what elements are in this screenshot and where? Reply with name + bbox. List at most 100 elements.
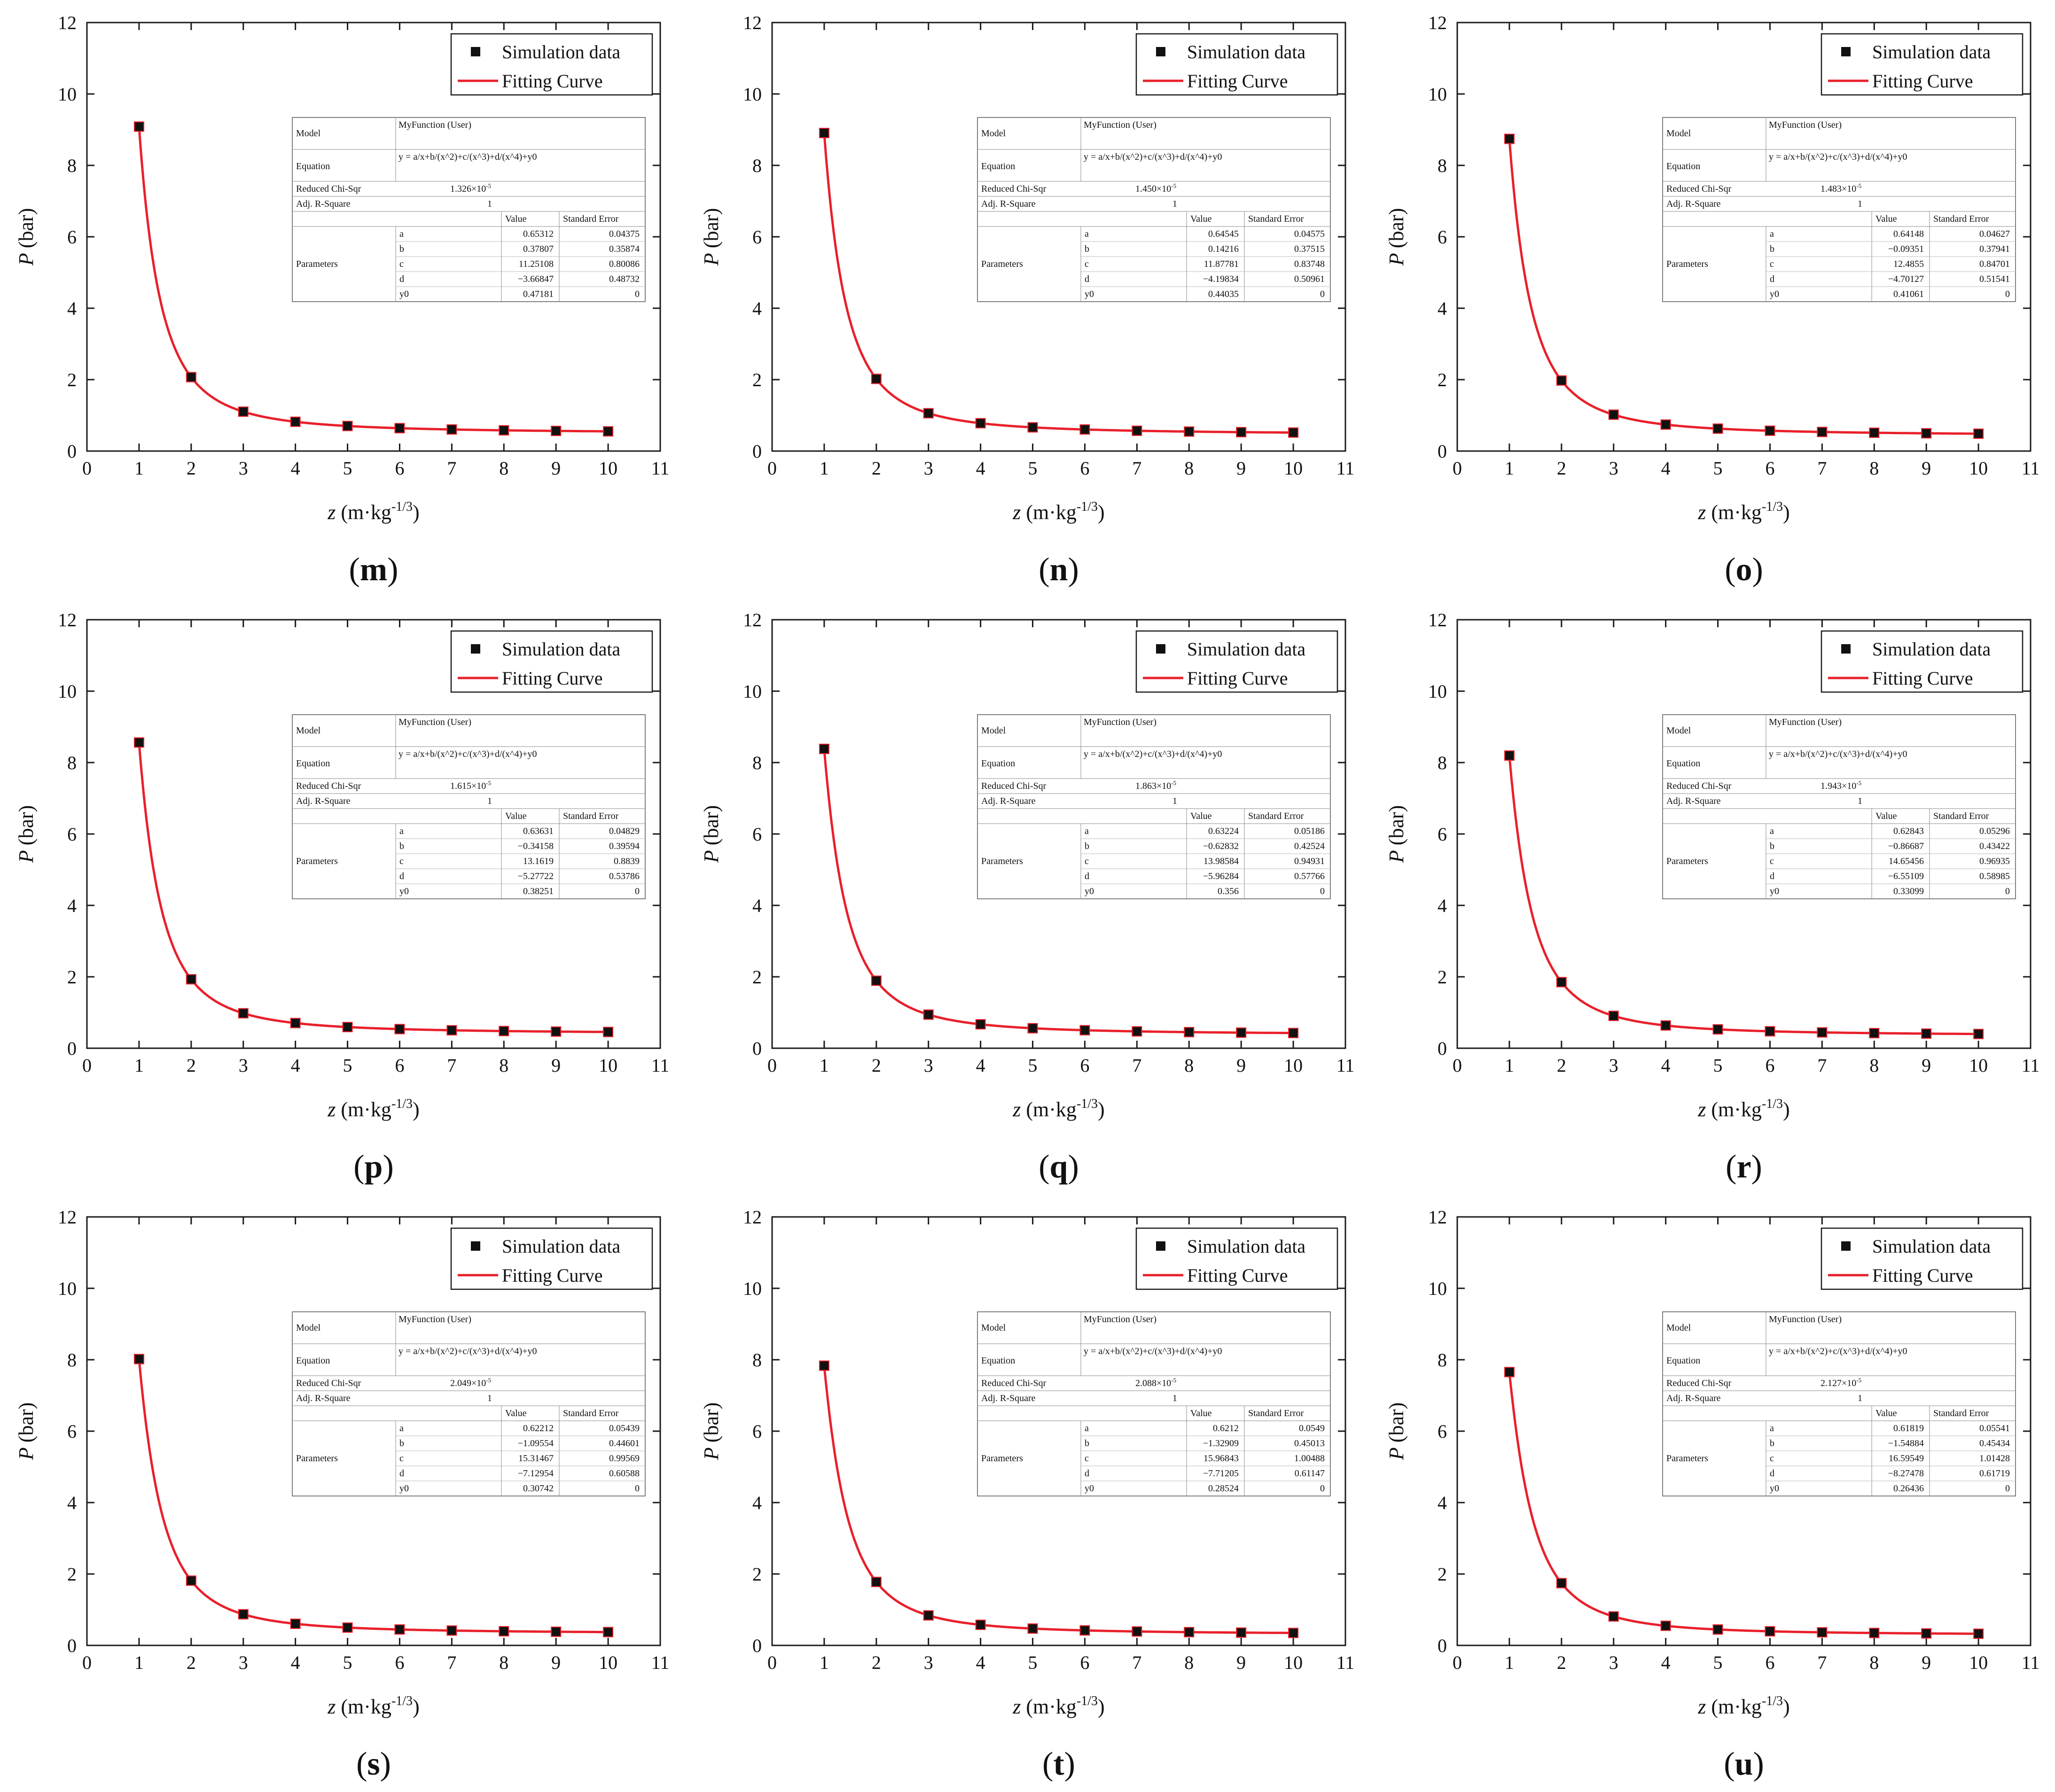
x-tick-label: 6 xyxy=(1080,1055,1089,1076)
table-param-value: 0.26436 xyxy=(1893,1483,1924,1494)
data-point xyxy=(1132,425,1142,436)
legend-fitting-label: Fitting Curve xyxy=(502,1265,602,1286)
x-tick-label: 7 xyxy=(447,1652,456,1673)
data-point xyxy=(1556,375,1567,386)
x-tick-label: 1 xyxy=(820,1055,829,1076)
table-chisqr-value: 1.483×10-5 xyxy=(1821,182,1861,194)
table-value-header: Value xyxy=(1875,1408,1897,1418)
x-tick-label: 1 xyxy=(134,458,144,479)
table-param-value: 0.30742 xyxy=(523,1483,554,1494)
data-point xyxy=(1504,1367,1515,1378)
table-param-value: −0.09351 xyxy=(1888,244,1924,254)
table-chisqr-label: Reduced Chi-Sqr xyxy=(1666,1378,1732,1388)
y-axis-var: P xyxy=(15,1442,38,1460)
x-tick-label: 7 xyxy=(447,458,456,479)
chart-panel-s: 0 1 2 3 4 5 6 7 8 9 10 11 0 2 4 6 8 10 12 P (bar) z (m·kg-1/… xyxy=(0,1194,685,1792)
y-axis-unit: (bar) xyxy=(1385,1402,1408,1443)
y-tick-label: 4 xyxy=(752,895,762,916)
data-point xyxy=(1608,1011,1619,1021)
y-tick-label: 0 xyxy=(752,1635,762,1656)
table-chisqr-value: 2.127×10-5 xyxy=(1821,1377,1861,1388)
legend-fitting-label: Fitting Curve xyxy=(1187,668,1288,689)
table-param-value: 14.65456 xyxy=(1889,856,1924,866)
y-tick-label: 8 xyxy=(752,155,762,176)
x-axis-unit: (m·kg xyxy=(341,501,391,524)
panel-title-close: ) xyxy=(1752,552,1763,588)
x-tick-label: 9 xyxy=(551,458,561,479)
table-rsq-label: Adj. R-Square xyxy=(981,199,1036,209)
x-axis-exp: -1/3 xyxy=(391,499,413,514)
y-axis-var: P xyxy=(700,845,723,863)
data-point xyxy=(1556,1578,1567,1589)
x-tick-label: 9 xyxy=(551,1652,561,1673)
table-param-error: 0.48732 xyxy=(609,274,640,284)
x-tick-label: 5 xyxy=(1028,458,1038,479)
table-equation-label: Equation xyxy=(296,1356,330,1366)
table-param-error: 0.37941 xyxy=(1979,244,2010,254)
panel-title-letter: q xyxy=(1050,1149,1068,1185)
chisqr-mantissa: 1.483×10 xyxy=(1821,184,1856,194)
table-param-name: a xyxy=(1770,1423,1774,1434)
table-params-label: Parameters xyxy=(1666,856,1708,866)
y-tick-label: 6 xyxy=(67,1421,77,1442)
y-tick-label: 0 xyxy=(1438,441,1447,462)
table-chisqr-value: 1.863×10-5 xyxy=(1135,779,1176,791)
table-param-value: 0.37807 xyxy=(523,244,554,254)
data-point xyxy=(342,1622,353,1633)
y-tick-label: 2 xyxy=(1438,966,1447,988)
table-param-value: 12.4855 xyxy=(1893,259,1924,269)
x-tick-label: 9 xyxy=(1922,1055,1931,1076)
legend-box xyxy=(450,630,653,693)
y-tick-label: 10 xyxy=(58,84,77,105)
x-tick-label: 1 xyxy=(1505,1055,1514,1076)
y-tick-label: 2 xyxy=(67,966,77,988)
x-axis-label: z (m·kg-1/3) xyxy=(1012,499,1104,524)
y-tick-label: 6 xyxy=(752,226,762,248)
table-equation-label: Equation xyxy=(296,161,330,171)
table-model-label: Model xyxy=(1666,725,1691,736)
table-param-value: 0.28524 xyxy=(1208,1483,1239,1494)
table-param-error: 0 xyxy=(2005,1483,2010,1494)
x-tick-label: 9 xyxy=(551,1055,561,1076)
fit-table-border xyxy=(1662,714,2016,899)
x-axis-var: z xyxy=(1697,1695,1711,1718)
table-param-error: 0.05296 xyxy=(1979,826,2010,836)
panel-title: (s) xyxy=(356,1746,391,1782)
table-param-error: 0 xyxy=(1320,1483,1325,1494)
data-point xyxy=(342,421,353,431)
table-model-value: MyFunction (User) xyxy=(1769,1314,1842,1325)
data-point xyxy=(923,1009,934,1020)
x-axis-var: z xyxy=(1012,1098,1026,1121)
panel-title-open: ( xyxy=(1725,552,1735,588)
table-param-name: y0 xyxy=(399,886,409,896)
x-axis-label: z (m·kg-1/3) xyxy=(1012,1694,1104,1718)
table-param-value: 0.14216 xyxy=(1208,244,1239,254)
table-param-error: 0.50961 xyxy=(1294,274,1325,284)
legend-simulation-label: Simulation data xyxy=(1187,1236,1305,1257)
legend-marker xyxy=(471,1241,480,1251)
table-param-error: 0 xyxy=(2005,886,2010,896)
x-tick-label: 1 xyxy=(134,1652,144,1673)
table-param-error: 0.45013 xyxy=(1294,1438,1325,1449)
x-axis-label: z (m·kg-1/3) xyxy=(1697,1694,1789,1718)
y-tick-label: 10 xyxy=(58,1278,77,1299)
table-chisqr-value: 1.326×10-5 xyxy=(450,182,491,194)
table-stderr-header: Standard Error xyxy=(563,214,619,224)
y-axis-label: P (bar) xyxy=(700,1402,723,1461)
y-tick-label: 4 xyxy=(67,298,77,319)
y-axis-unit: (bar) xyxy=(1385,208,1408,249)
x-tick-label: 4 xyxy=(291,1055,300,1076)
chisqr-mantissa: 1.615×10 xyxy=(450,781,486,791)
x-tick-label: 7 xyxy=(1132,1652,1141,1673)
table-param-error: 0.83748 xyxy=(1294,259,1325,269)
x-axis-label: z (m·kg-1/3) xyxy=(1697,499,1789,524)
legend-box xyxy=(450,1227,653,1290)
x-tick-label: 11 xyxy=(651,1055,670,1076)
x-tick-label: 8 xyxy=(499,1055,508,1076)
table-param-name: b xyxy=(399,244,404,254)
chisqr-mantissa: 2.088×10 xyxy=(1135,1378,1171,1388)
table-param-name: b xyxy=(1085,841,1089,851)
x-tick-label: 3 xyxy=(924,1652,933,1673)
table-param-value: −6.55109 xyxy=(1888,871,1924,881)
data-point xyxy=(290,1618,301,1629)
